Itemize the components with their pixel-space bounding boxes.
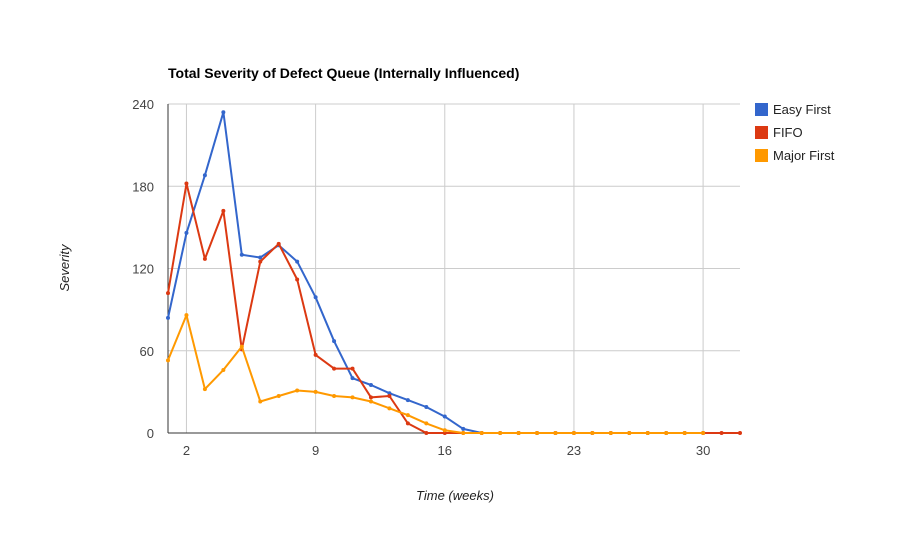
y-tick-label: 0 [147, 426, 154, 441]
data-point[interactable] [645, 431, 650, 435]
y-tick-label: 120 [132, 262, 154, 277]
data-point[interactable] [405, 413, 410, 418]
data-point[interactable] [258, 399, 263, 404]
chart-title: Total Severity of Defect Queue (Internal… [168, 65, 519, 81]
data-point[interactable] [442, 428, 447, 433]
data-point[interactable] [590, 431, 595, 435]
x-tick-label: 30 [696, 443, 710, 458]
data-point[interactable] [442, 414, 447, 419]
data-point[interactable] [535, 431, 540, 435]
legend-swatch [755, 149, 768, 162]
data-point[interactable] [350, 366, 355, 371]
data-point[interactable] [184, 230, 189, 235]
data-point[interactable] [368, 383, 373, 388]
data-point[interactable] [387, 406, 392, 411]
data-point[interactable] [368, 395, 373, 400]
series-layer [166, 110, 742, 435]
grid [168, 103, 740, 433]
x-tick-label: 16 [438, 443, 452, 458]
data-point[interactable] [313, 389, 318, 394]
data-point[interactable] [442, 431, 447, 435]
data-point[interactable] [258, 259, 263, 264]
data-point[interactable] [405, 421, 410, 426]
data-point[interactable] [184, 181, 189, 186]
y-tick-label: 180 [132, 179, 154, 194]
data-point[interactable] [239, 252, 244, 257]
y-axis-label: Severity [57, 243, 72, 291]
data-point[interactable] [221, 208, 226, 213]
data-point[interactable] [387, 391, 392, 396]
data-point[interactable] [479, 431, 484, 435]
data-point[interactable] [313, 352, 318, 357]
data-point[interactable] [387, 393, 392, 398]
data-point[interactable] [258, 255, 263, 260]
data-point[interactable] [738, 431, 742, 435]
data-point[interactable] [368, 399, 373, 404]
data-point[interactable] [701, 431, 706, 435]
legend-swatch [755, 103, 768, 116]
data-point[interactable] [424, 431, 429, 435]
data-point[interactable] [202, 173, 207, 178]
data-point[interactable] [276, 393, 281, 398]
data-point[interactable] [719, 431, 724, 435]
data-point[interactable] [166, 315, 170, 320]
series-fifo [166, 181, 742, 435]
data-point[interactable] [516, 431, 521, 435]
data-point[interactable] [682, 431, 687, 435]
axes: 0 60 120 180 240 2 9 16 23 30 [132, 97, 740, 458]
data-point[interactable] [202, 256, 207, 261]
legend: Easy First FIFO Major First [755, 102, 835, 163]
series-easy-first [166, 110, 706, 435]
x-tick-label: 23 [567, 443, 581, 458]
data-point[interactable] [295, 388, 300, 393]
x-axis-label: Time (weeks) [416, 488, 494, 503]
data-point[interactable] [332, 366, 337, 371]
data-point[interactable] [332, 339, 337, 344]
data-point[interactable] [571, 431, 576, 435]
legend-swatch [755, 126, 768, 139]
data-point[interactable] [184, 313, 189, 318]
y-tick-label: 60 [140, 344, 154, 359]
series-line [167, 182, 740, 434]
data-point[interactable] [332, 393, 337, 398]
data-point[interactable] [166, 291, 170, 296]
data-point[interactable] [461, 431, 466, 435]
data-point[interactable] [608, 431, 613, 435]
legend-label: Major First [773, 148, 835, 163]
data-point[interactable] [313, 295, 318, 300]
data-point[interactable] [405, 398, 410, 403]
data-point[interactable] [350, 376, 355, 381]
data-point[interactable] [627, 431, 632, 435]
data-point[interactable] [239, 344, 244, 349]
data-point[interactable] [202, 387, 207, 392]
data-point[interactable] [350, 395, 355, 400]
data-point[interactable] [295, 277, 300, 282]
legend-label: FIFO [773, 125, 803, 140]
series-line [167, 111, 704, 434]
data-point[interactable] [221, 367, 226, 372]
data-point[interactable] [553, 431, 558, 435]
legend-label: Easy First [773, 102, 831, 117]
x-tick-label: 2 [183, 443, 190, 458]
data-point[interactable] [276, 241, 281, 246]
data-point[interactable] [498, 431, 503, 435]
data-point[interactable] [424, 404, 429, 409]
series-major-first [166, 313, 706, 435]
data-point[interactable] [424, 421, 429, 426]
x-tick-label: 9 [312, 443, 319, 458]
y-tick-label: 240 [132, 97, 154, 112]
data-point[interactable] [166, 358, 170, 363]
data-point[interactable] [664, 431, 669, 435]
data-point[interactable] [295, 259, 300, 264]
series-line [167, 314, 704, 434]
data-point[interactable] [221, 110, 226, 115]
data-point[interactable] [461, 426, 466, 431]
